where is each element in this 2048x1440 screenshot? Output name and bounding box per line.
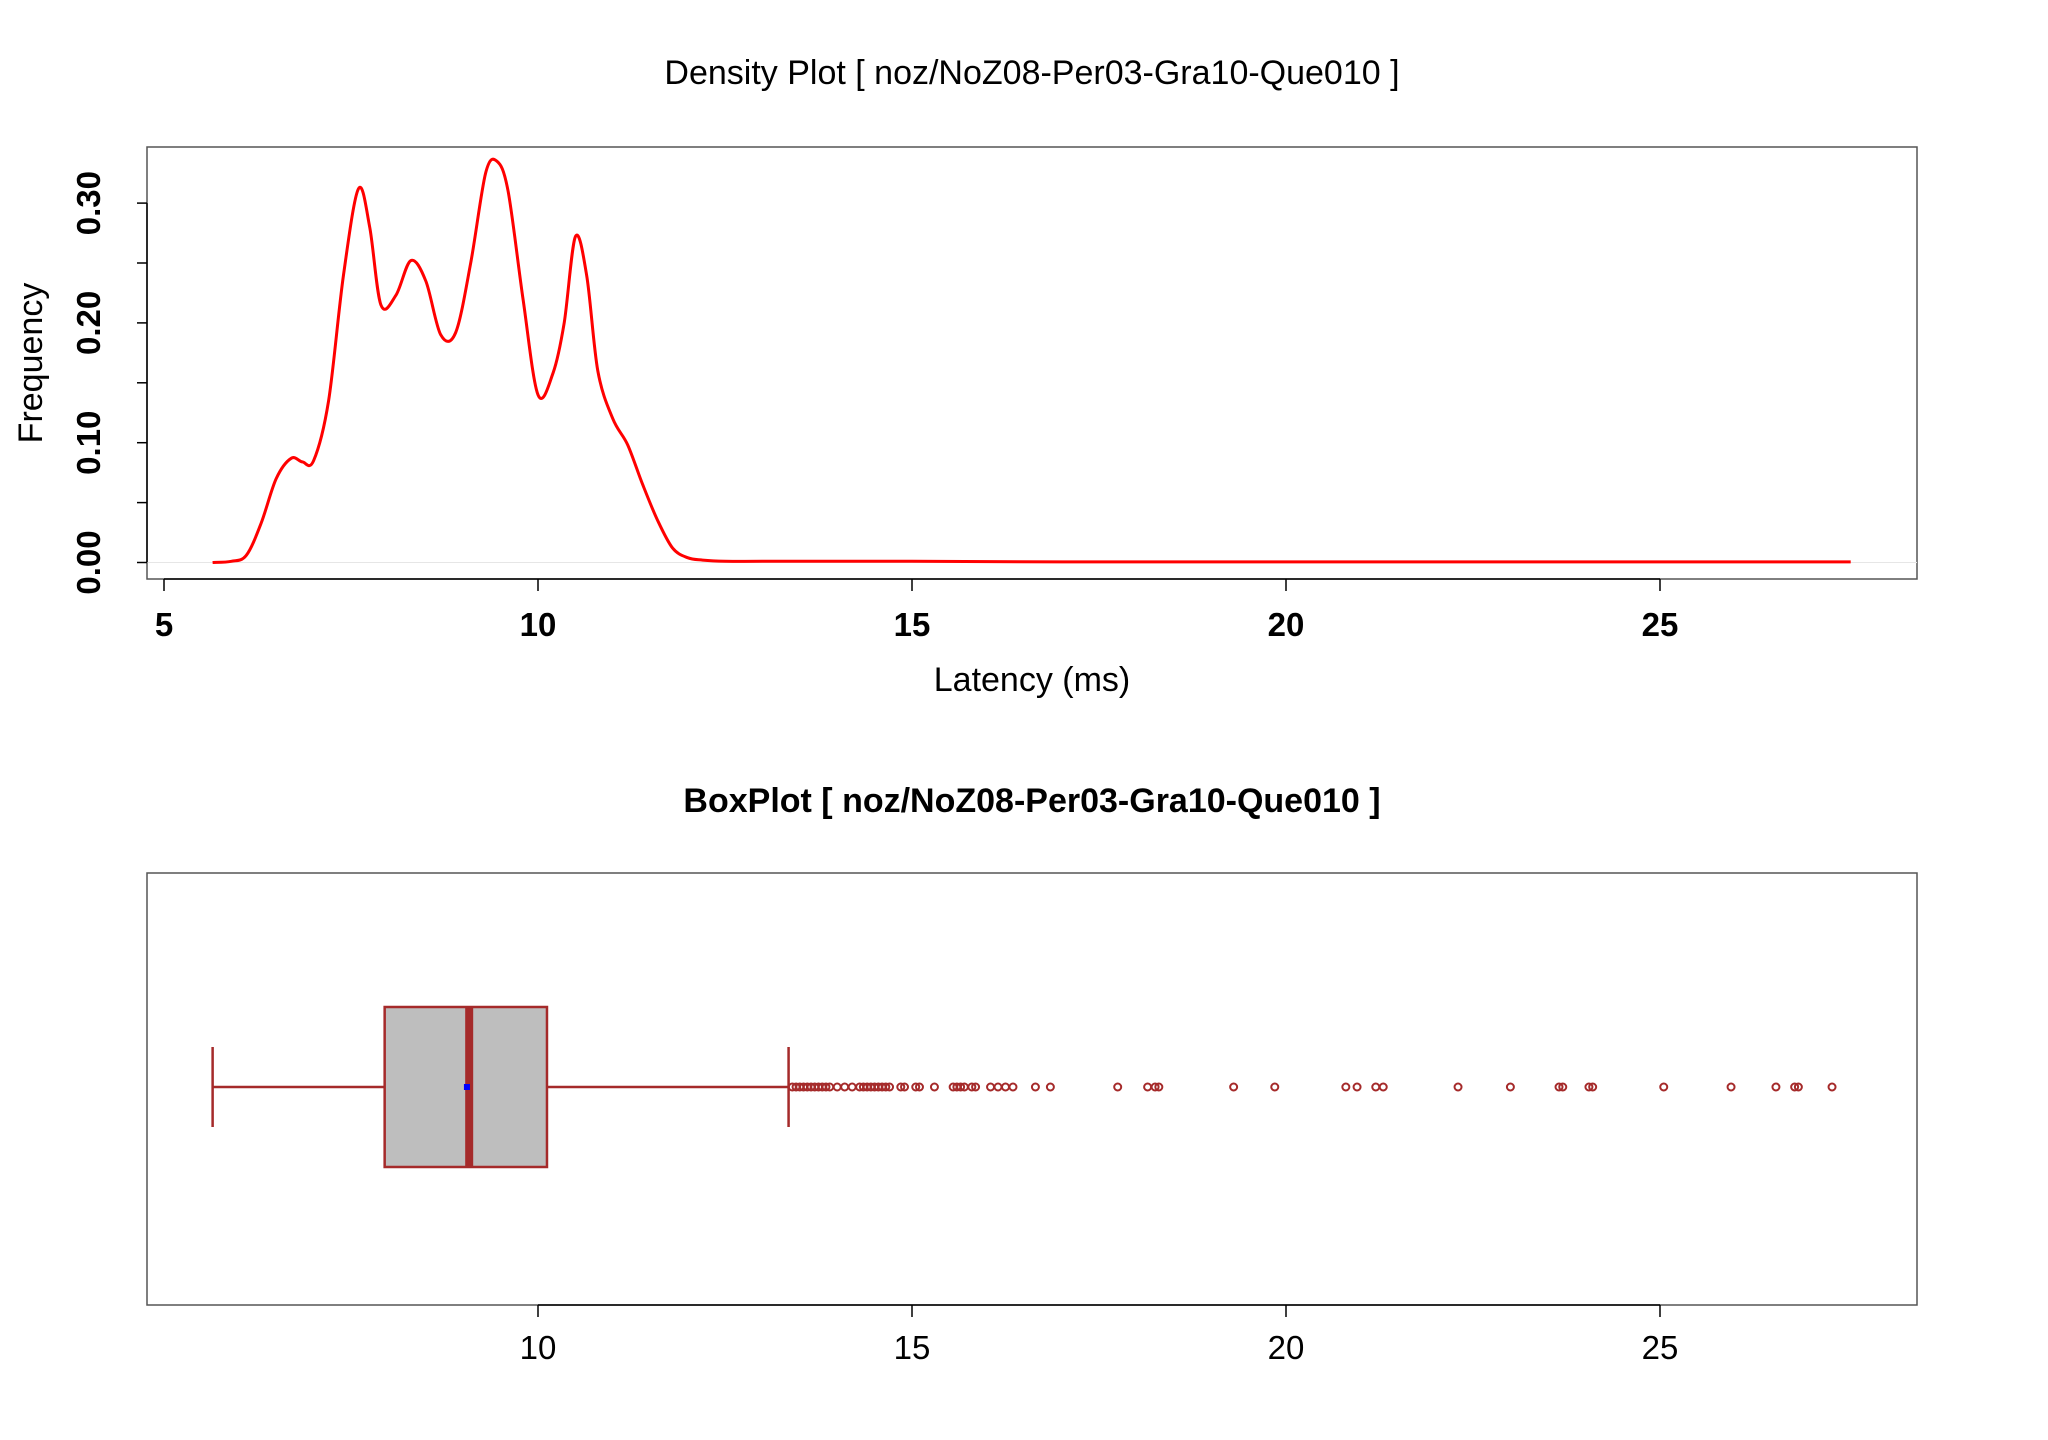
box-outlier-point [1008,1082,1018,1092]
density-curve [212,157,1851,564]
box-outlier-point [1453,1082,1463,1092]
box-outlier-point [1793,1082,1803,1092]
box-outlier-point [847,1082,857,1092]
density-x-tick-label: 20 [1268,606,1305,643]
box-outlier-point [885,1082,895,1092]
density-x-tick-label: 15 [894,606,931,643]
box-outlier-point [1341,1082,1351,1092]
box-outlier-point [900,1082,910,1092]
box-outlier-point [1150,1082,1160,1092]
density-title: Density Plot [ noz/NoZ08-Per03-Gra10-Que… [664,54,1399,92]
box-outlier-point [956,1082,966,1092]
box-outlier-point [1505,1082,1515,1092]
density-y-tick-label: 0.10 [70,411,107,475]
box-outlier-point [1378,1082,1388,1092]
density-y-axis: 0.00 0.10 0.20 0.30 [70,171,148,595]
box-outlier-point [929,1082,939,1092]
density-x-axis: 5 10 15 20 25 [155,578,1679,643]
box-outlier-point [1270,1082,1280,1092]
box-x-tick-label: 20 [1268,1329,1305,1366]
box-outlier-point [1827,1082,1837,1092]
box-outlier-point [1113,1082,1123,1092]
density-x-label: Latency (ms) [934,661,1131,699]
box-outlier-point [1352,1082,1362,1092]
density-plot-frame [146,146,1918,580]
box-outlier-point [1154,1082,1164,1092]
box-outlier-point [1143,1082,1153,1092]
box-outlier-point [1030,1082,1040,1092]
box-outlier-point [1229,1082,1239,1092]
density-y-tick-label: 0.20 [70,291,107,355]
box-x-axis: 10 15 20 25 [520,1304,1679,1366]
box-outlier-point [840,1082,850,1092]
box-outlier-point [881,1082,891,1092]
box-outlier-point [1588,1082,1598,1092]
box-outlier-point [832,1082,842,1092]
box-outlier-point [1659,1082,1669,1092]
box-outlier-point [911,1082,921,1092]
box-outlier-point [1584,1082,1594,1092]
density-x-tick-label: 10 [520,606,557,643]
box-outlier-point [1790,1082,1800,1092]
density-y-label: Frequency [12,283,50,444]
box-outlier-point [993,1082,1003,1092]
box-outlier-point [914,1082,924,1092]
box-outlier-point [1045,1082,1055,1092]
box-outlier-point [971,1082,981,1092]
box-x-tick-label: 15 [894,1329,931,1366]
density-x-tick-label: 5 [155,606,173,643]
density-plot: Density Plot [ noz/NoZ08-Per03-Gra10-Que… [12,54,1918,699]
box-title: BoxPlot [ noz/NoZ08-Per03-Gra10-Que010 ] [683,782,1380,820]
box-marks [211,1005,1837,1169]
box-outlier-point [967,1082,977,1092]
box-x-tick-label: 10 [520,1329,557,1366]
box-outlier-point [1558,1082,1568,1092]
density-x-tick-label: 25 [1642,606,1679,643]
box-outlier-point [1771,1082,1781,1092]
box-outlier-point [1001,1082,1010,1092]
box-outlier-point [986,1082,996,1092]
box-mean-marker [463,1084,470,1090]
density-y-tick-label: 0.30 [70,171,107,235]
box-plot: BoxPlot [ noz/NoZ08-Per03-Gra10-Que010 ]… [146,782,1918,1366]
box-outlier-point [821,1082,831,1092]
box-outlier-point [896,1082,906,1092]
box-outlier-point [1371,1082,1381,1092]
box-x-tick-label: 25 [1642,1329,1679,1366]
box-outlier-point [1726,1082,1736,1092]
box-outlier-point [1554,1082,1564,1092]
density-y-tick-label: 0.00 [70,530,107,594]
